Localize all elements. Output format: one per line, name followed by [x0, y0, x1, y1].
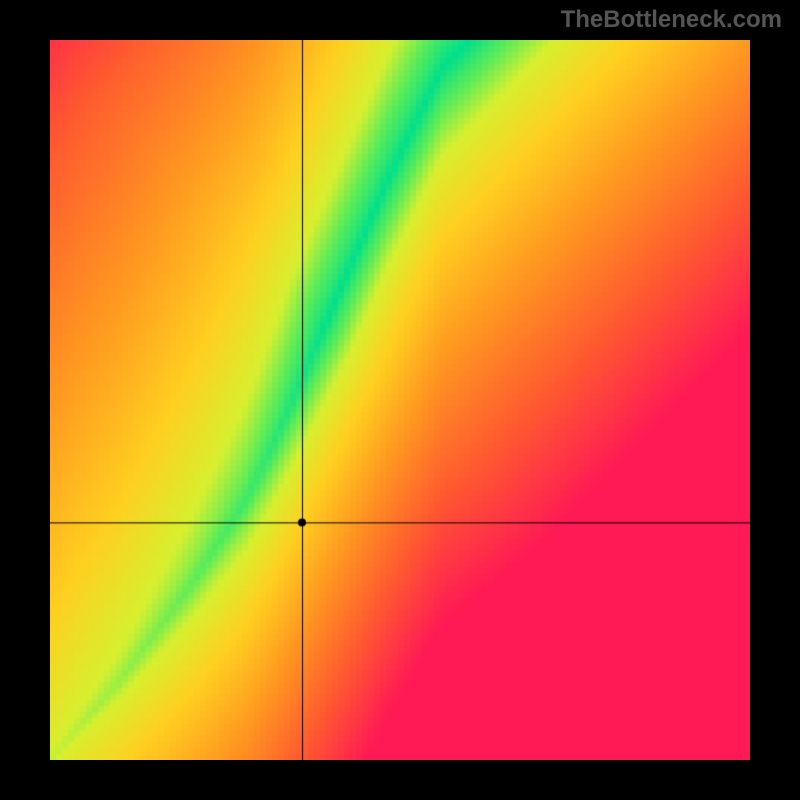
heatmap-plot	[50, 40, 750, 760]
chart-container: TheBottleneck.com	[0, 0, 800, 800]
watermark-text: TheBottleneck.com	[561, 6, 782, 34]
heatmap-canvas	[50, 40, 750, 760]
